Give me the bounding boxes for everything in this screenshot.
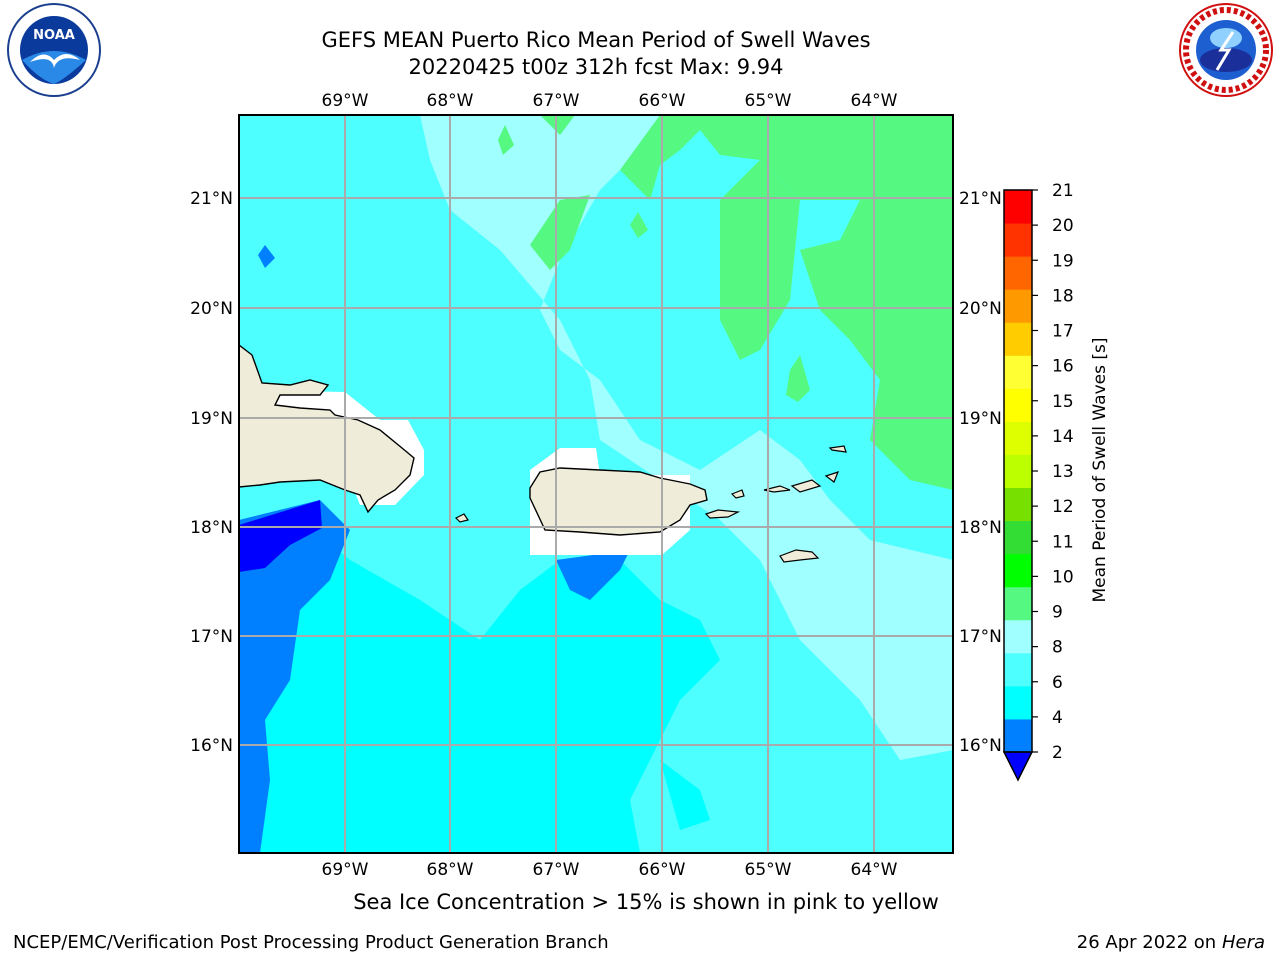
lat-label-right: 17°N (959, 627, 1002, 647)
colorbar-segment (1004, 322, 1032, 356)
hispaniola-land (239, 344, 415, 514)
colorbar-segment (1004, 718, 1032, 753)
right-lat-labels: 21°N 20°N 19°N 18°N 17°N 16°N (959, 189, 1002, 756)
footer-date-text: 26 Apr 2022 on (1076, 932, 1222, 953)
colorbar-extend-arrow (1002, 751, 1034, 782)
lon-label-bottom: 68°W (427, 860, 474, 880)
colorbar-tick-label: 2 (1052, 743, 1063, 763)
lat-label-left: 20°N (190, 299, 233, 319)
colorbar-tick-label: 16 (1052, 357, 1074, 377)
colorbar-segment (1004, 355, 1032, 389)
lon-label-bottom: 69°W (322, 860, 369, 880)
colorbar-segment (1004, 289, 1032, 323)
colorbar-tick-label: 4 (1052, 708, 1063, 728)
lat-label-left: 18°N (190, 518, 233, 538)
colorbar-segment (1004, 454, 1032, 489)
colorbar-segment (1004, 223, 1032, 257)
sea-ice-caption: Sea Ice Concentration > 15% is shown in … (353, 890, 939, 914)
chart-subtitle: 20220425 t00z 312h fcst Max: 9.94 (408, 55, 784, 79)
swell-period-field (239, 115, 953, 853)
graticule (239, 115, 953, 853)
colorbar-segment (1004, 553, 1032, 588)
colorbar-tick-label: 13 (1052, 462, 1074, 482)
lon-label-top: 64°W (851, 91, 898, 111)
colorbar-label: Mean Period of Swell Waves [s] (1090, 338, 1110, 603)
footer-date: 26 Apr 2022 on Hera (1077, 932, 1265, 953)
colorbar-segment (1004, 619, 1032, 654)
bottom-lon-labels: 69°W 68°W 67°W 66°W 65°W 64°W (322, 860, 898, 880)
lon-label-bottom: 66°W (639, 860, 686, 880)
colorbar-tick-label: 10 (1052, 567, 1074, 587)
colorbar-tick-label: 21 (1052, 181, 1074, 201)
lat-label-left: 16°N (190, 736, 233, 756)
colorbar-tick-label: 6 (1052, 673, 1063, 693)
chart-title: GEFS MEAN Puerto Rico Mean Period of Swe… (321, 28, 871, 52)
colorbar: 21 20 19 18 17 16 15 14 13 12 11 10 9 8 6 4 2 (1002, 181, 1074, 782)
lon-label-top: 65°W (745, 91, 792, 111)
colorbar-tick-label: 14 (1052, 427, 1074, 447)
lat-label-left: 19°N (190, 409, 233, 429)
lon-label-bottom: 67°W (533, 860, 580, 880)
lon-label-top: 69°W (322, 91, 369, 111)
colorbar-tick-label: 12 (1052, 497, 1074, 517)
colorbar-segment (1004, 685, 1032, 720)
lon-label-top: 68°W (427, 91, 474, 111)
colorbar-tick-label: 18 (1052, 286, 1074, 306)
lat-label-right: 16°N (959, 736, 1002, 756)
left-lat-labels: 21°N 20°N 19°N 18°N 17°N 16°N (190, 189, 233, 756)
lat-label-right: 18°N (959, 518, 1002, 538)
colorbar-segment (1004, 652, 1032, 687)
colorbar-segment (1004, 520, 1032, 555)
map-frame (238, 114, 954, 854)
lon-label-top: 67°W (533, 91, 580, 111)
colorbar-tick-label: 9 (1052, 603, 1063, 623)
colorbar-segment (1004, 421, 1032, 455)
lat-label-right: 21°N (959, 189, 1002, 209)
colorbar-tick-label: 11 (1052, 532, 1074, 552)
colorbar-segment (1004, 256, 1032, 290)
colorbar-segment (1004, 190, 1032, 224)
lon-label-top: 66°W (639, 91, 686, 111)
colorbar-tick-label: 8 (1052, 638, 1063, 658)
noaa-logo-icon: NOAA (4, 2, 104, 106)
colorbar-tick-label: 15 (1052, 392, 1074, 412)
colorbar-tick-label: 19 (1052, 251, 1074, 271)
colorbar-tick-label: 17 (1052, 322, 1074, 342)
colorbar-tick-label: 20 (1052, 216, 1074, 236)
nws-logo-icon (1175, 2, 1277, 106)
footer-host: Hera (1221, 932, 1265, 953)
lat-label-right: 19°N (959, 409, 1002, 429)
lat-label-right: 20°N (959, 299, 1002, 319)
colorbar-segment (1004, 586, 1032, 621)
lon-label-bottom: 65°W (745, 860, 792, 880)
lon-label-bottom: 64°W (851, 860, 898, 880)
lat-label-left: 17°N (190, 627, 233, 647)
footer-credit: NCEP/EMC/Verification Post Processing Pr… (13, 932, 609, 953)
noaa-logo-text: NOAA (33, 28, 75, 43)
top-lon-labels: 69°W 68°W 67°W 66°W 65°W 64°W (322, 91, 898, 111)
colorbar-segment (1004, 388, 1032, 422)
lat-label-left: 21°N (190, 189, 233, 209)
colorbar-segment (1004, 487, 1032, 522)
